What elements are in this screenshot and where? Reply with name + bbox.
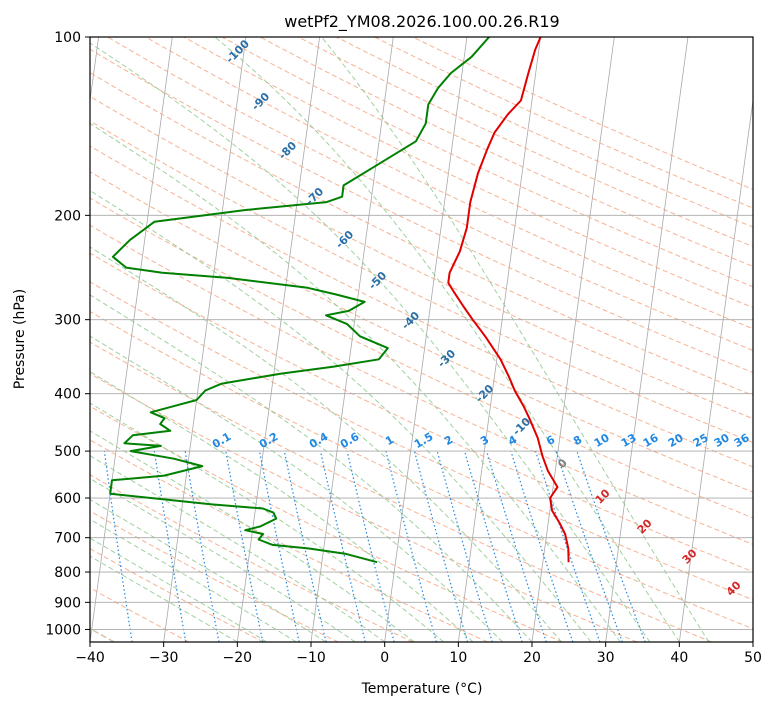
dry-adiabat-line (90, 341, 712, 642)
isotherm-line (457, 37, 542, 642)
y-tick-label: 900 (54, 595, 81, 611)
dry-adiabat-line (90, 224, 753, 546)
mixing-ratio-line (283, 450, 327, 642)
dry-adiabat-line (90, 171, 753, 493)
x-tick-label: 50 (744, 650, 762, 666)
moist-adiabat-line (90, 537, 268, 642)
y-tick-label: 1000 (45, 622, 81, 638)
mixing-ratio-line (225, 450, 264, 642)
mixing-ratio-line (319, 450, 366, 642)
dry-adiabat-line (90, 474, 414, 642)
dry-adiabat-line (259, 37, 753, 268)
dewpoint-profile-line (109, 37, 490, 564)
x-tick-label: −40 (75, 650, 105, 666)
dry-adiabat-line (107, 37, 753, 351)
moist-adiabat-line (90, 430, 415, 642)
mixing-ratio-line (258, 450, 300, 642)
moist-adiabat-line (90, 190, 592, 642)
y-tick-label: 200 (54, 208, 81, 224)
isotherm-line (236, 37, 321, 642)
x-tick-label: −10 (296, 650, 326, 666)
x-tick-label: 0 (380, 650, 389, 666)
dry-adiabat-line (90, 281, 753, 601)
dry-adiabat-line (90, 120, 753, 444)
profile-series (109, 37, 570, 564)
x-tick-label: 40 (670, 650, 688, 666)
y-axis-label: Pressure (hPa) (12, 289, 28, 389)
y-tick-label: 700 (54, 531, 81, 547)
moist-adiabat-line (213, 37, 680, 642)
mixing-ratio-line (576, 450, 646, 642)
dry-adiabat-line (90, 48, 753, 374)
dry-adiabat-line (90, 197, 753, 519)
mixing-ratio-line (385, 450, 437, 642)
dry-adiabat-line (90, 310, 753, 630)
x-tick-label: 30 (597, 650, 615, 666)
moist-adiabat-line (90, 246, 562, 642)
isotherm-line (678, 97, 753, 642)
moist-adiabat-line (90, 42, 651, 642)
y-tick-label: 800 (54, 565, 81, 581)
x-axis-label: Temperature (°C) (361, 681, 483, 697)
isotherm-line (163, 37, 247, 642)
dry-adiabat-line (90, 405, 563, 642)
dry-adiabat-lines (90, 37, 753, 642)
dry-adiabat-line (90, 373, 638, 642)
plot-area: -100-90-80-70-60-50-40-30-20-1000.1 0.2 0.… (90, 37, 753, 642)
x-tick-label: −30 (149, 650, 179, 666)
plot-frame (89, 36, 754, 643)
y-tick-label: 500 (54, 444, 81, 460)
isobar-lines (90, 37, 753, 630)
dry-adiabat-line (298, 37, 753, 248)
x-tick-label: −20 (223, 650, 253, 666)
mixing-ratio-line (436, 450, 493, 642)
dry-adiabat-line (90, 72, 753, 396)
x-axis-ticks: −40 −30 −20 −10 0 10 20 30 40 50 (75, 642, 762, 666)
y-tick-label: 300 (54, 313, 81, 329)
moist-adiabat-line (90, 371, 474, 642)
mixing-ratio-line (346, 450, 395, 642)
dry-adiabat-line (90, 95, 753, 420)
dry-adiabat-line (90, 252, 753, 573)
mixing-ratio-lines (103, 450, 646, 642)
y-tick-label: 400 (54, 387, 81, 403)
moist-adiabat-line (90, 402, 444, 642)
moist-adiabat-line (90, 294, 533, 642)
mixing-ratio-line (486, 450, 547, 642)
dry-adiabat-line (221, 37, 753, 288)
moist-adiabat-line (90, 555, 238, 642)
moist-adiabat-line (320, 37, 710, 642)
dry-adiabat-line (90, 439, 488, 642)
moist-adiabat-line (90, 335, 503, 642)
isotherm-line (90, 37, 173, 642)
chart-title: wetPf2_YM08.2026.100.00.26.R19 (284, 12, 559, 32)
mixing-ratio-line (535, 450, 601, 642)
isotherm-line (605, 37, 689, 642)
mixing-ratio-line (464, 450, 523, 642)
mixing-ratio-line (510, 450, 574, 642)
y-tick-label: 600 (54, 491, 81, 507)
y-axis-ticks: 100 200 300 400 500 600 700 800 900 1000 (45, 30, 90, 638)
y-tick-label: 100 (54, 30, 81, 46)
moist-adiabat-line (90, 122, 621, 642)
x-tick-label: 20 (523, 650, 541, 666)
mixing-ratio-line (413, 450, 469, 642)
x-tick-label: 10 (449, 650, 467, 666)
dry-adiabat-line (90, 145, 753, 468)
dry-adiabat-line (412, 37, 753, 190)
mixing-ratio-line (555, 450, 623, 642)
temperature-profile-line (447, 37, 570, 563)
isotherm-line (384, 37, 468, 642)
